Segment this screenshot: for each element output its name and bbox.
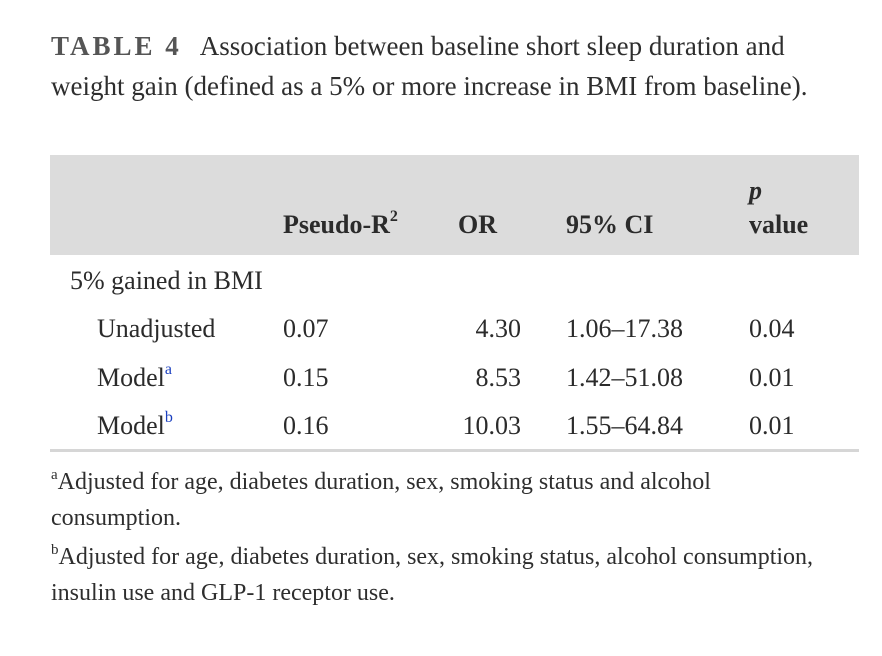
cell-pseudo-r2: 0.15: [283, 363, 329, 392]
table-body: 5% gained in BMI Unadjusted 0.07 4.30 1.…: [50, 255, 859, 452]
cell-or: 8.53: [475, 363, 522, 392]
results-table: Pseudo-R2 OR 95% CI p value 5% gained in…: [50, 155, 859, 452]
header-p-value: value: [749, 210, 809, 239]
footnote-b: bAdjusted for age, diabetes duration, se…: [51, 539, 831, 611]
header-ci: 95% CI: [566, 210, 654, 239]
cell-ci: 1.06–17.38: [566, 314, 683, 343]
cell-pseudo-r2: 0.07: [283, 314, 329, 343]
cell-or: 10.03: [462, 411, 522, 440]
cell-ci: 1.42–51.08: [566, 363, 683, 392]
row-label: Modela: [97, 361, 172, 393]
header-or: OR: [458, 210, 497, 239]
cell-p: 0.04: [749, 314, 795, 343]
footnote-mark-b: b: [51, 542, 59, 558]
group-label: 5% gained in BMI: [70, 266, 263, 295]
table-header: Pseudo-R2 OR 95% CI p value: [50, 155, 859, 255]
footnote-mark-a: a: [51, 467, 58, 483]
footnote-text-b: Adjusted for age, diabetes duration, sex…: [51, 544, 814, 606]
superscript-2: 2: [389, 208, 398, 225]
row-label: Modelb: [97, 409, 173, 441]
cell-or: 4.30: [475, 314, 522, 343]
row-label: Unadjusted: [97, 314, 216, 343]
table-title: Association between baseline short sleep…: [51, 31, 808, 101]
table-number: TABLE 4: [51, 31, 182, 61]
cell-pseudo-r2: 0.16: [283, 411, 329, 440]
cell-p: 0.01: [749, 411, 795, 440]
footnote-a: aAdjusted for age, diabetes duration, se…: [51, 464, 831, 536]
cell-ci: 1.55–64.84: [566, 411, 683, 440]
footnote-ref-a[interactable]: a: [164, 361, 172, 378]
footnote-ref-b[interactable]: b: [164, 409, 173, 426]
table-caption: TABLE 4 Association between baseline shor…: [51, 26, 841, 106]
header-pseudo-r2: Pseudo-R2: [283, 208, 398, 240]
cell-p: 0.01: [749, 363, 795, 392]
footnote-text-a: Adjusted for age, diabetes duration, sex…: [51, 469, 711, 531]
header-p-symbol: p: [749, 176, 762, 205]
